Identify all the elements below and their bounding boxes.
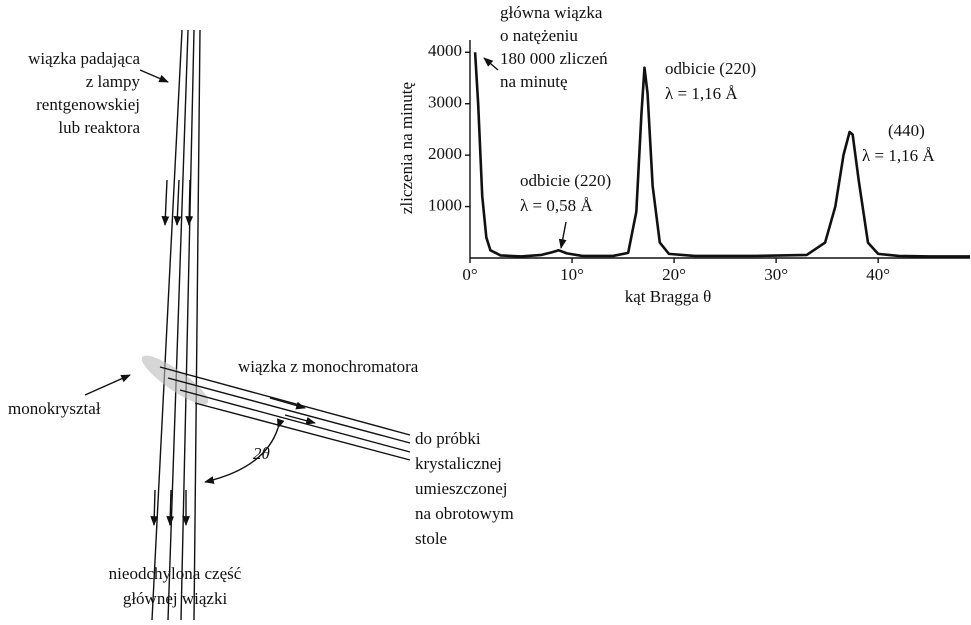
x-tick-label: 40° xyxy=(866,265,890,284)
y-tick-label: 4000 xyxy=(428,41,462,60)
label: krystalicznej xyxy=(415,454,502,473)
label: wiązka z monochromatora xyxy=(238,357,419,376)
arrow xyxy=(177,180,179,225)
label: na obrotowym xyxy=(415,504,514,523)
label: umieszczonej xyxy=(415,479,508,498)
pointer xyxy=(140,70,168,82)
figure: wiązka padająca z lampy rentgenowskiej l… xyxy=(0,0,971,625)
beam-line xyxy=(194,30,200,620)
label: stole xyxy=(415,529,447,548)
label: monokryształ xyxy=(8,399,101,418)
beam-line xyxy=(181,30,194,620)
annotation: 180 000 zliczeń xyxy=(500,49,608,68)
pointer xyxy=(85,375,130,395)
arrow xyxy=(165,180,167,225)
label: głównej wiązki xyxy=(123,589,228,608)
label: z lampy xyxy=(86,72,141,91)
label: rentgenowskiej xyxy=(36,95,140,114)
pointer xyxy=(561,222,566,248)
x-tick-label: 20° xyxy=(662,265,686,284)
annotation: o natężeniu xyxy=(500,26,578,45)
x-tick-label: 0° xyxy=(462,265,477,284)
mono-line xyxy=(168,378,410,443)
pointer xyxy=(484,58,498,70)
y-tick-label: 3000 xyxy=(428,93,462,112)
label: lub reaktora xyxy=(58,118,140,137)
annotation: odbicie (220) xyxy=(665,59,756,78)
annotation: (440) xyxy=(888,121,925,140)
y-tick-label: 2000 xyxy=(428,144,462,163)
x-tick-label: 30° xyxy=(764,265,788,284)
x-tick-label: 10° xyxy=(560,265,584,284)
y-axis-label: zliczenia na minutę xyxy=(397,82,416,214)
x-axis-label: kąt Bragga θ xyxy=(625,287,712,306)
mono-line xyxy=(180,390,410,452)
arrow xyxy=(154,490,155,525)
annotation: na minutę xyxy=(500,72,568,91)
annotation: λ = 0,58 Å xyxy=(520,196,593,215)
label: wiązka padająca xyxy=(28,49,140,68)
annotation: λ = 1,16 Å xyxy=(665,84,738,103)
y-tick-label: 1000 xyxy=(428,195,462,214)
mono-line xyxy=(195,403,410,460)
annotation: odbicie (220) xyxy=(520,171,611,190)
annotation: λ = 1,16 Å xyxy=(862,146,935,165)
label: do próbki xyxy=(415,429,481,448)
arrow xyxy=(189,180,190,225)
label: nieodchylona część xyxy=(109,564,242,583)
arrow xyxy=(170,490,171,525)
annotation: główna wiązka xyxy=(500,3,603,22)
label: 2θ xyxy=(253,444,270,463)
